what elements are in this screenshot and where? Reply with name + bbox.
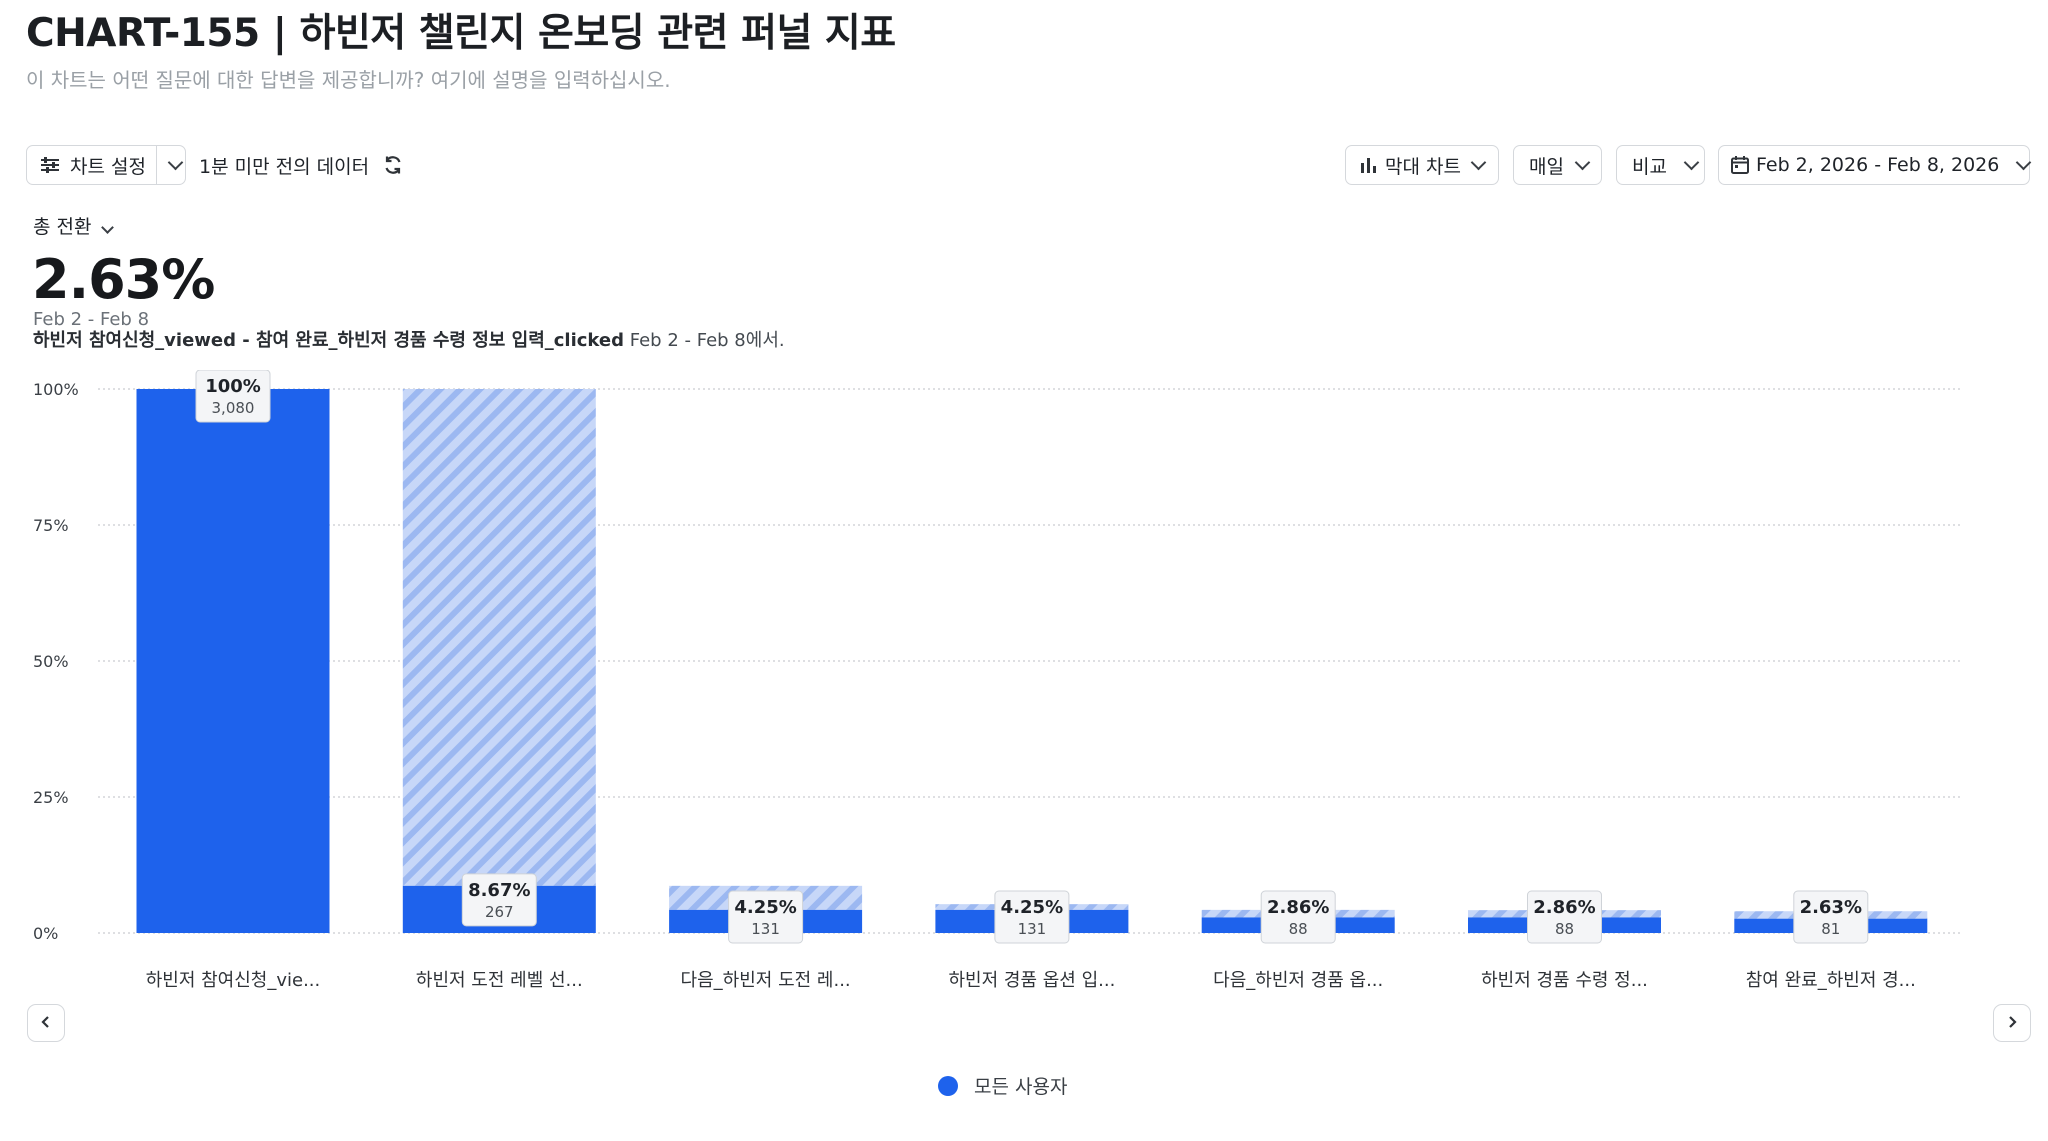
metric-description-range: Feb 2 - Feb 8에서. bbox=[624, 330, 785, 351]
bar-percent-label: 100% bbox=[205, 376, 261, 397]
bar-chart-icon bbox=[1360, 157, 1378, 173]
chevron-down-icon[interactable] bbox=[167, 154, 184, 171]
chart-description[interactable]: 이 차트는 어떤 질문에 대한 답변을 제공합니까? 여기에 설명을 입력하십시… bbox=[26, 68, 671, 92]
refresh-icon[interactable] bbox=[382, 145, 404, 185]
scroll-left-button[interactable] bbox=[27, 1004, 65, 1042]
bar-label-box bbox=[994, 890, 1070, 944]
scroll-right-button[interactable] bbox=[1993, 1004, 2031, 1042]
compare-label: 비교 bbox=[1632, 155, 1667, 178]
chevron-left-icon bbox=[40, 1014, 52, 1033]
bar-count-label: 131 bbox=[751, 920, 780, 938]
bar-count-label: 88 bbox=[1555, 920, 1574, 938]
divider bbox=[155, 146, 157, 184]
data-freshness: 1분 미만 전의 데이터 bbox=[199, 155, 370, 178]
y-tick-label: 0% bbox=[33, 924, 58, 943]
bar-percent-label: 2.63% bbox=[1800, 897, 1862, 918]
bar-count-label: 267 bbox=[485, 903, 514, 921]
bar-value-label: 100% 3,080 bbox=[195, 370, 271, 423]
x-tick-label[interactable]: 하빈저 도전 레벨 선... bbox=[416, 970, 583, 991]
bar-label-box bbox=[1260, 890, 1336, 944]
bar-value-label: 4.25% 131 bbox=[728, 890, 804, 944]
chevron-down-icon[interactable] bbox=[2016, 154, 2032, 171]
metric-range: Feb 2 - Feb 8 bbox=[33, 309, 150, 330]
chart-settings-label: 차트 설정 bbox=[70, 155, 146, 178]
metric-description: 하빈저 참여신청_viewed - 참여 완료_하빈저 경품 수령 정보 입력_… bbox=[33, 326, 785, 352]
chart-settings-button[interactable]: 차트 설정 bbox=[26, 145, 186, 185]
metric-selector-label: 총 전환 bbox=[33, 216, 92, 238]
bar-value-label: 4.25% 131 bbox=[994, 890, 1070, 944]
sliders-icon bbox=[39, 155, 61, 175]
bar-count-label: 3,080 bbox=[212, 399, 255, 417]
conversion-bar[interactable] bbox=[136, 389, 330, 933]
x-tick-label[interactable]: 하빈저 참여신청_vie... bbox=[146, 970, 321, 991]
bar-label-box bbox=[461, 873, 537, 927]
bar-label-box bbox=[1527, 890, 1602, 944]
chart-type-select[interactable]: 막대 차트 bbox=[1345, 145, 1499, 185]
interval-select[interactable]: 매일 bbox=[1513, 145, 1602, 185]
compare-select[interactable]: 비교 bbox=[1616, 145, 1705, 185]
bar-label-box bbox=[195, 370, 271, 423]
funnel-bar-chart: 0% 25% 50% 75% 100% 100% 3,080 하빈저 참여신청_vie...… bbox=[33, 370, 1962, 991]
chart-legend[interactable]: 모든 사용자 bbox=[938, 1072, 1067, 1099]
bar-label-box bbox=[728, 890, 804, 944]
chevron-down-icon bbox=[101, 215, 115, 237]
bar-percent-label: 4.25% bbox=[1001, 897, 1063, 918]
bar-value-label: 2.86% 88 bbox=[1527, 890, 1602, 944]
chevron-down-icon bbox=[1683, 154, 1700, 171]
chevron-down-icon bbox=[1574, 154, 1591, 171]
interval-label: 매일 bbox=[1529, 155, 1564, 178]
page-title: CHART-155 | 하빈저 챌린지 온보딩 관련 퍼널 지표 bbox=[26, 11, 896, 56]
bar-percent-label: 2.86% bbox=[1267, 897, 1329, 918]
y-tick-label: 50% bbox=[33, 652, 69, 671]
bar-value-label: 2.86% 88 bbox=[1260, 890, 1336, 944]
bar-count-label: 88 bbox=[1289, 920, 1308, 938]
bar-value-label: 2.63% 81 bbox=[1793, 890, 1869, 944]
chevron-down-icon bbox=[1470, 154, 1487, 171]
x-tick-label[interactable]: 하빈저 경품 옵션 입... bbox=[948, 970, 1115, 991]
date-range-picker[interactable]: Feb 2, 2026 - Feb 8, 2026 bbox=[1718, 145, 2032, 185]
y-tick-label: 25% bbox=[33, 788, 69, 807]
bar-value-label: 8.67% 267 bbox=[461, 873, 537, 927]
legend-swatch bbox=[938, 1075, 958, 1096]
x-tick-label[interactable]: 참여 완료_하빈저 경... bbox=[1746, 970, 1916, 991]
bar-count-label: 81 bbox=[1821, 920, 1840, 938]
bar-percent-label: 2.86% bbox=[1533, 897, 1595, 918]
y-tick-label: 100% bbox=[33, 380, 79, 399]
bar-percent-label: 4.25% bbox=[734, 897, 796, 918]
bar-label-box bbox=[1793, 890, 1869, 944]
conversion-value: 2.63% bbox=[32, 248, 215, 311]
metric-description-funnel: 하빈저 참여신청_viewed - 참여 완료_하빈저 경품 수령 정보 입력_… bbox=[33, 330, 625, 351]
metric-selector[interactable]: 총 전환 bbox=[33, 212, 115, 239]
bar-percent-label: 8.67% bbox=[468, 880, 530, 901]
chevron-right-icon bbox=[2006, 1014, 2018, 1033]
chart-type-label: 막대 차트 bbox=[1385, 155, 1461, 178]
dropoff-bar[interactable] bbox=[402, 389, 596, 886]
x-tick-label[interactable]: 다음_하빈저 도전 레... bbox=[681, 970, 851, 991]
x-tick-label[interactable]: 하빈저 경품 수령 정... bbox=[1481, 970, 1648, 991]
legend-label: 모든 사용자 bbox=[974, 1076, 1068, 1098]
bar-count-label: 131 bbox=[1018, 920, 1047, 938]
x-tick-label[interactable]: 다음_하빈저 경품 옵... bbox=[1213, 970, 1383, 991]
calendar-icon bbox=[1730, 155, 1750, 175]
y-tick-label: 75% bbox=[33, 516, 69, 535]
date-range-label: Feb 2, 2026 - Feb 8, 2026 bbox=[1756, 154, 2000, 176]
